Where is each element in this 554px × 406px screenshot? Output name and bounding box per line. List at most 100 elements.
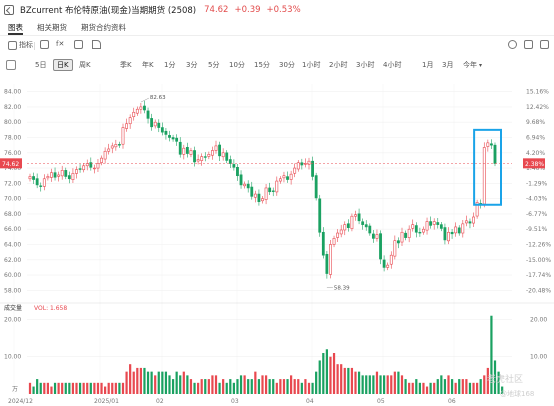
volume-bar (50, 386, 53, 394)
highlight-box (473, 128, 503, 206)
candlestick-chart[interactable]: 84.00 15.16% 82.00 12.42% 80.00 9.68% 78.00 6.9… (0, 76, 554, 406)
period-quarterly[interactable]: 季K (120, 61, 132, 69)
volume-bar (404, 379, 407, 394)
volume-bar (239, 375, 243, 394)
tab-contract-info[interactable]: 期货合约资料 (81, 23, 126, 32)
volume-bar (193, 382, 196, 394)
candle-body (329, 244, 332, 275)
period-1min[interactable]: 1分 (164, 61, 176, 69)
period-5d[interactable]: 5日 (35, 61, 47, 69)
pct-tick-label: 1.46% (526, 165, 545, 172)
expand-icon[interactable] (540, 40, 549, 49)
period-15min[interactable]: 15分 (254, 61, 270, 69)
volume-bar (436, 379, 439, 394)
period-daily[interactable]: 日K (53, 59, 73, 71)
period-ytd[interactable]: 今年 (460, 59, 485, 71)
main-tabs: 图表 相关期货 期货合约资料 (0, 20, 554, 36)
candle-body (332, 238, 336, 245)
candle-body (339, 229, 343, 235)
fx-button[interactable]: f✕ (56, 40, 64, 48)
volume-value: VOL: 1.658 (34, 305, 67, 312)
candle-body (135, 108, 139, 114)
candle-body (103, 150, 107, 160)
volume-bar (257, 379, 261, 394)
volume-bar (393, 371, 396, 394)
pct-tick-label: -15.00% (526, 257, 551, 264)
period-3m[interactable]: 3月 (442, 61, 454, 69)
period-5min[interactable]: 5分 (208, 61, 220, 69)
volume-bar (325, 349, 328, 394)
tab-chart[interactable]: 图表 (8, 20, 23, 35)
volume-bar (465, 379, 468, 394)
period-1m[interactable]: 1月 (422, 61, 434, 69)
candle-body (203, 156, 207, 158)
period-4h[interactable]: 4小时 (383, 61, 402, 69)
price-tick-label: 60.00 (4, 272, 21, 279)
candle-body (407, 228, 411, 238)
volume-bar (139, 367, 142, 394)
volume-bar (357, 371, 361, 394)
candle-body (218, 144, 221, 157)
candle-body (193, 150, 196, 163)
candle-body (436, 222, 440, 225)
tab-related-futures[interactable]: 相关期货 (37, 23, 67, 32)
period-weekly[interactable]: 周K (79, 61, 91, 69)
volume-bar (468, 382, 472, 394)
time-tick-label: 02 (156, 398, 164, 405)
volume-bar (268, 379, 271, 394)
chart-settings-icon[interactable] (40, 40, 49, 49)
volume-bar (150, 371, 153, 394)
high-marker (140, 97, 149, 103)
candle-body (354, 214, 357, 217)
watermark: 老虎社区 (487, 373, 523, 385)
period-3min[interactable]: 3分 (186, 61, 198, 69)
volume-bar (497, 371, 500, 394)
candle-body (246, 183, 250, 189)
fullscreen-icon[interactable] (74, 40, 83, 49)
back-icon[interactable] (4, 5, 14, 15)
volume-bar (315, 371, 318, 394)
volume-bar (28, 382, 32, 394)
period-3h[interactable]: 3小时 (356, 61, 375, 69)
period-30min[interactable]: 30分 (279, 61, 295, 69)
price-tick-label: 62.00 (4, 257, 21, 264)
candle-body (418, 231, 422, 234)
volume-bar (78, 382, 82, 394)
period-10min[interactable]: 10分 (229, 61, 245, 69)
period-1h[interactable]: 1小时 (302, 61, 321, 69)
chart-annotations: 74.62 2.38% 82.63 58.39 老虎社区 @地球168 (0, 95, 545, 398)
volume-bar (272, 379, 275, 394)
volume-bar (32, 386, 35, 394)
settings-icon[interactable] (524, 40, 533, 49)
period-yearly[interactable]: 年K (142, 61, 154, 69)
volume-bar (279, 379, 282, 394)
volume-bar (136, 367, 139, 394)
volume-unit-label: 万 (12, 386, 18, 393)
candle-body (171, 137, 175, 140)
candle-body (110, 145, 114, 149)
candle-body (157, 122, 161, 128)
candle-body (118, 144, 121, 146)
draw-icon[interactable] (92, 40, 101, 49)
volume-bar (121, 382, 125, 394)
camera-icon[interactable] (508, 40, 517, 49)
layout-icon[interactable] (6, 60, 16, 70)
volume-bar (415, 379, 418, 394)
volume-bar (82, 382, 85, 394)
candle-body (60, 170, 64, 177)
candle-body (371, 233, 375, 239)
candle-body (211, 150, 214, 156)
period-2h[interactable]: 2小时 (329, 61, 348, 69)
volume-bar (290, 375, 293, 394)
volume-bar (229, 379, 232, 394)
candle-body (350, 215, 354, 229)
chart-area[interactable]: 84.00 15.16% 82.00 12.42% 80.00 9.68% 78.00 6.9… (0, 76, 554, 406)
pct-tick-label: -17.74% (526, 272, 551, 279)
volume-bar (250, 379, 253, 394)
pct-tick-label: 4.20% (526, 150, 545, 157)
volume-bar (433, 382, 436, 394)
indicator-button[interactable]: 指标 (8, 40, 33, 50)
volume-bar (332, 353, 336, 394)
volume-series (28, 315, 504, 394)
candle-body (346, 223, 350, 228)
